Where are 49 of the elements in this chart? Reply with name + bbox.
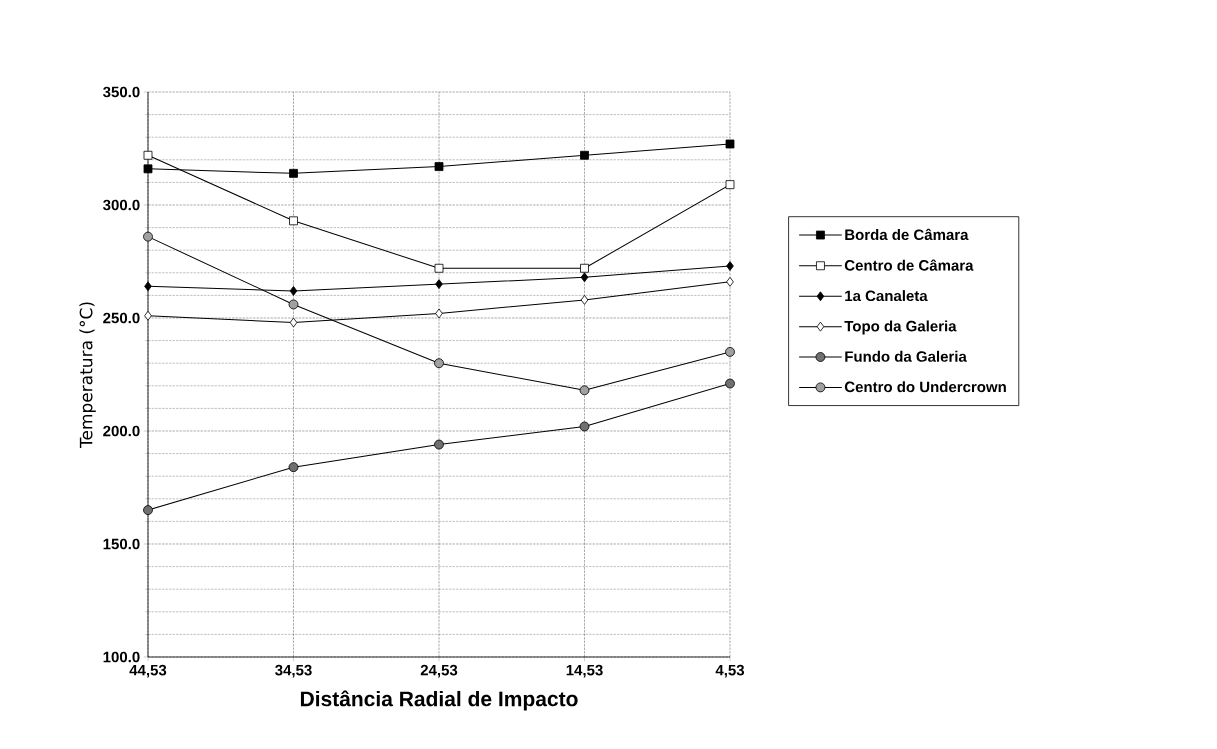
legend-label: Centro do Undercrown bbox=[844, 381, 1006, 393]
point bbox=[726, 261, 734, 271]
point bbox=[725, 347, 735, 357]
point bbox=[580, 295, 589, 305]
point bbox=[435, 308, 443, 319]
point bbox=[434, 439, 444, 450]
point bbox=[289, 216, 298, 226]
point bbox=[288, 462, 299, 473]
point bbox=[434, 263, 444, 273]
legend-label: Fundo da Galeria bbox=[845, 350, 967, 362]
y-tick-label: 150.0 bbox=[103, 538, 140, 550]
y-tick-label: 100.0 bbox=[103, 651, 140, 663]
point bbox=[143, 231, 153, 242]
point bbox=[725, 180, 735, 190]
legend-label: Centro de Câmara bbox=[844, 259, 974, 271]
y-axis-title: Temperatura (°C) bbox=[79, 302, 96, 449]
point bbox=[144, 281, 152, 292]
legend-label: 1a Canaleta bbox=[845, 290, 928, 302]
x-tick-label: 44,53 bbox=[129, 664, 167, 678]
point bbox=[289, 285, 298, 296]
point bbox=[579, 421, 590, 432]
point bbox=[144, 310, 152, 321]
x-tick-label: 14,53 bbox=[566, 664, 603, 678]
point bbox=[435, 279, 443, 289]
point bbox=[289, 168, 298, 178]
point bbox=[725, 139, 735, 149]
point bbox=[580, 272, 589, 283]
point bbox=[726, 276, 734, 287]
y-tick-label: 350.0 bbox=[103, 86, 140, 98]
point bbox=[725, 378, 735, 389]
x-axis-title: Distância Radial de Impacto bbox=[300, 690, 578, 711]
y-tick-label: 300.0 bbox=[103, 199, 140, 211]
point bbox=[434, 162, 444, 171]
x-tick-label: 24,53 bbox=[420, 664, 458, 678]
x-tick-label: 4,53 bbox=[715, 664, 745, 678]
point bbox=[288, 299, 299, 310]
point bbox=[143, 505, 153, 515]
legend-label: Topo da Galeria bbox=[844, 320, 957, 335]
point bbox=[580, 150, 589, 160]
y-tick-label: 250.0 bbox=[103, 312, 140, 324]
legend-label: Borda de Câmara bbox=[845, 228, 969, 241]
y-tick-label: 200.0 bbox=[103, 425, 140, 437]
point bbox=[434, 358, 444, 369]
point bbox=[579, 385, 590, 396]
x-tick-label: 34,53 bbox=[275, 664, 312, 678]
point bbox=[580, 263, 589, 273]
point bbox=[143, 164, 153, 174]
point bbox=[289, 317, 298, 328]
point bbox=[143, 150, 153, 160]
